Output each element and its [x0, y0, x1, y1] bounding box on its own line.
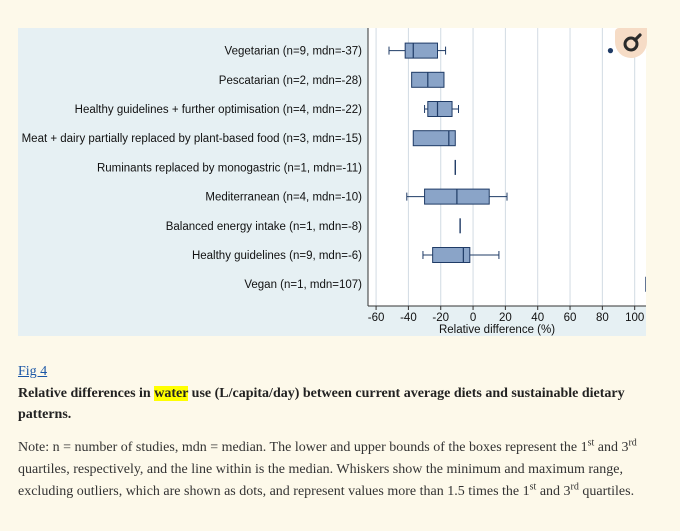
figure-note: Note: n = number of studies, mdn = media… — [18, 437, 663, 503]
figure-caption: Fig 4 Relative differences in water use … — [18, 362, 663, 503]
boxplot-chart: Vegetarian (n=9, mdn=-37) Pescatarian (n=… — [22, 28, 646, 336]
box-3 — [412, 130, 456, 147]
category-label: Balanced energy intake (n=1, mdn=-8) — [166, 221, 362, 233]
category-label: Vegetarian (n=9, mdn=-37) — [225, 46, 363, 58]
note-sup: rd — [628, 437, 637, 449]
x-tick-label: 40 — [531, 312, 544, 324]
outlier-point — [607, 48, 614, 54]
x-tick-label: 80 — [596, 312, 609, 324]
box-5 — [406, 188, 508, 205]
note-sup: st — [587, 437, 595, 449]
category-label: Pescatarian (n=2, mdn=-28) — [219, 75, 362, 87]
note-sup: st — [529, 481, 537, 493]
x-tick-label: -20 — [432, 312, 449, 324]
category-label: Healthy guidelines (n=9, mdn=-6) — [192, 250, 362, 262]
note-text: and 3 — [594, 440, 629, 455]
grid-lines — [368, 28, 646, 306]
box-iqr — [427, 101, 453, 117]
x-tick-label: -40 — [400, 312, 417, 324]
chart-panel: Vegetarian (n=9, mdn=-37) Pescatarian (n=… — [18, 28, 646, 336]
box-7 — [422, 247, 500, 263]
box-iqr — [404, 42, 438, 59]
box-2 — [424, 101, 460, 117]
note-text: and 3 — [536, 484, 571, 499]
box-iqr — [412, 130, 456, 147]
note-text: quartiles, respectively, and the line wi… — [18, 462, 623, 499]
figure-title-text-rest: use (L/capita/day) between current avera… — [18, 386, 625, 422]
x-tick-label: 60 — [564, 312, 577, 324]
box-iqr — [432, 247, 471, 263]
category-label: Ruminants replaced by monogastric (n=1, … — [97, 162, 362, 174]
magnifier-icon — [623, 33, 642, 52]
figure-title-text: Relative differences in — [18, 386, 155, 401]
category-label: Healthy guidelines + further optimisatio… — [75, 104, 363, 116]
x-tick-label: -60 — [368, 312, 385, 324]
note-text: quartiles. — [578, 484, 635, 499]
x-axis: -60 -40 -20 0 20 40 60 80 100 — [367, 28, 646, 324]
category-label: Meat + dairy partially replaced by plant… — [22, 133, 363, 145]
x-tick-label: 20 — [499, 312, 512, 324]
x-tick-label: 100 — [625, 312, 644, 324]
zoom-button[interactable] — [615, 28, 647, 58]
note-text: Note: n = number of studies, mdn = media… — [18, 440, 588, 455]
x-axis-title: Relative difference (%) — [439, 324, 555, 336]
box-0 — [388, 42, 614, 59]
highlighted-term: water — [154, 386, 189, 401]
boxes — [388, 42, 646, 292]
plot-background — [368, 28, 646, 306]
note-sup: rd — [570, 481, 579, 493]
box-1 — [411, 71, 445, 88]
figure-title: Relative differences in water use (L/cap… — [18, 383, 663, 425]
figure-link[interactable]: Fig 4 — [18, 364, 48, 379]
category-label: Mediterranean (n=4, mdn=-10) — [205, 192, 362, 204]
category-labels: Vegetarian (n=9, mdn=-37) Pescatarian (n=… — [22, 46, 363, 292]
category-label: Vegan (n=1, mdn=107) — [244, 279, 362, 291]
x-tick-label: 0 — [470, 312, 476, 324]
